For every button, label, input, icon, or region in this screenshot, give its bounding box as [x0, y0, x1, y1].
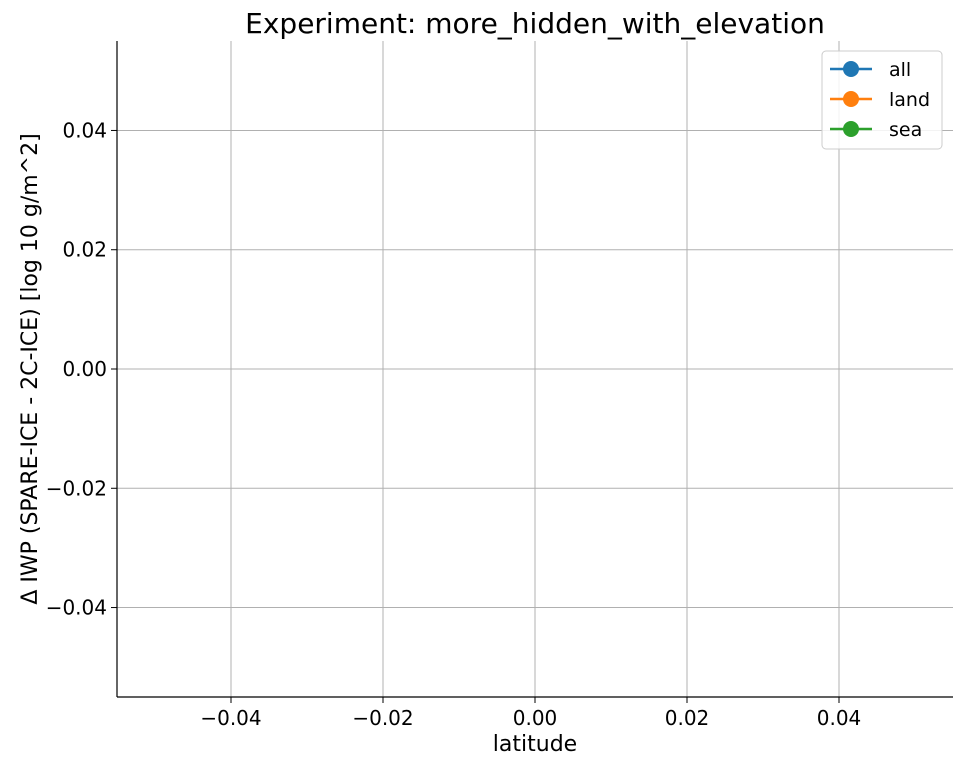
- chart-title: Experiment: more_hidden_with_elevation: [245, 7, 825, 40]
- x-tick-label: 0.02: [665, 706, 710, 730]
- grid: [117, 41, 953, 697]
- legend-marker-land: [843, 91, 859, 107]
- x-tick-label: 0.04: [817, 706, 862, 730]
- legend-label-land: land: [889, 89, 930, 111]
- legend: all land sea: [821, 50, 943, 150]
- legend-label-sea: sea: [889, 119, 922, 141]
- y-tick-label: 0.02: [62, 238, 107, 262]
- x-axis-ticks: −0.04 −0.02 0.00 0.02 0.04: [200, 697, 861, 730]
- y-tick-label: −0.02: [46, 476, 107, 500]
- y-axis-title: Δ IWP (SPARE-ICE - 2C-ICE) [log 10 g/m^2…: [18, 133, 43, 604]
- legend-marker-sea: [843, 121, 859, 137]
- x-tick-label: −0.04: [200, 706, 261, 730]
- legend-marker-all: [843, 61, 859, 77]
- legend-label-all: all: [889, 59, 911, 81]
- y-tick-label: −0.04: [46, 596, 107, 620]
- y-axis-ticks: −0.04 −0.02 0.00 0.02 0.04: [46, 118, 117, 620]
- x-axis-title: latitude: [493, 732, 577, 757]
- y-tick-label: 0.00: [62, 357, 107, 381]
- x-tick-label: 0.00: [513, 706, 558, 730]
- x-tick-label: −0.02: [352, 706, 413, 730]
- y-tick-label: 0.04: [62, 118, 107, 142]
